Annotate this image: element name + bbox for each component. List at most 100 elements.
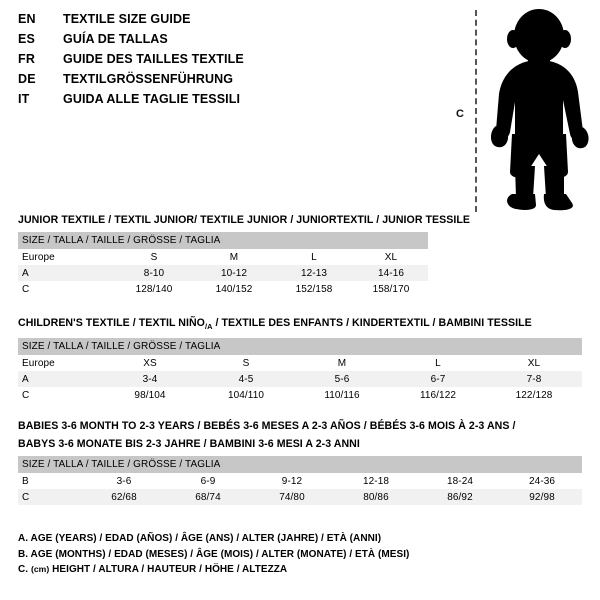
legend-line-c: C. (cm) HEIGHT / ALTURA / HAUTEUR / HÖHE…: [18, 562, 409, 578]
row-label: C: [18, 387, 102, 404]
cell: S: [198, 355, 294, 372]
cell: 14-16: [354, 265, 428, 281]
height-measurement-figure: C: [440, 4, 596, 216]
language-row: DE TEXTILGRÖSSENFÜHRUNG: [18, 72, 244, 92]
table-row: C 128/140 140/152 152/158 158/170: [18, 281, 428, 297]
size-bar-label: SIZE / TALLA / TAILLE / GRÖSSE / TAGLIA: [18, 338, 583, 356]
row-label: B: [18, 473, 82, 489]
cell: 9-12: [250, 473, 334, 489]
row-label: C: [18, 489, 82, 505]
table-row: A 3-4 4-5 5-6 6-7 7-8: [18, 371, 583, 388]
title-part-pre: CHILDREN'S TEXTILE / TEXTIL NIÑO: [18, 317, 205, 329]
legend-line-a: A. AGE (YEARS) / EDAD (AÑOS) / ÂGE (ANS)…: [18, 533, 382, 544]
size-bar-label: SIZE / TALLA / TAILLE / GRÖSSE / TAGLIA: [18, 456, 583, 473]
cell: 128/140: [114, 281, 194, 297]
section-title-babies-line1: BABIES 3-6 MONTH TO 2-3 YEARS / BEBÉS 3-…: [18, 420, 516, 432]
cell: 8-10: [114, 265, 194, 281]
language-row: IT GUIDA ALLE TAGLIE TESSILI: [18, 92, 244, 112]
title-part-post: / TEXTILE DES ENFANTS / KINDERTEXTIL / B…: [212, 317, 532, 329]
cell: 116/122: [390, 387, 486, 404]
section-title-children: CHILDREN'S TEXTILE / TEXTIL NIÑO/A / TEX…: [18, 317, 582, 333]
section-babies: BABIES 3-6 MONTH TO 2-3 YEARS / BEBÉS 3-…: [18, 420, 583, 505]
cell: 5-6: [294, 371, 390, 388]
cell: 74/80: [250, 489, 334, 505]
cell: 158/170: [354, 281, 428, 297]
row-label: Europe: [18, 355, 102, 372]
cell: 10-12: [194, 265, 274, 281]
cell: 18-24: [418, 473, 502, 489]
legend-line-b: B. AGE (MONTHS) / EDAD (MESES) / ÂGE (MO…: [18, 548, 410, 560]
row-label: A: [18, 265, 114, 281]
legend-block: A. AGE (YEARS) / EDAD (AÑOS) / ÂGE (ANS)…: [18, 531, 409, 578]
table-row: C 62/68 68/74 74/80 80/86 86/92 92/98: [18, 489, 583, 505]
table-row: A 8-10 10-12 12-13 14-16: [18, 265, 428, 281]
cell: 122/128: [486, 387, 583, 404]
cell: 3-4: [102, 371, 198, 388]
language-code: IT: [18, 92, 30, 106]
cell: 12-13: [274, 265, 354, 281]
language-code: FR: [18, 52, 36, 66]
table-babies: SIZE / TALLA / TAILLE / GRÖSSE / TAGLIA …: [18, 456, 583, 505]
section-title-junior: JUNIOR TEXTILE / TEXTIL JUNIOR/ TEXTILE …: [18, 214, 471, 226]
cell: 62/68: [82, 489, 166, 505]
row-label: Europe: [18, 249, 114, 265]
table-junior: SIZE / TALLA / TAILLE / GRÖSSE / TAGLIA …: [18, 232, 428, 297]
cell: 4-5: [198, 371, 294, 388]
cell: S: [114, 249, 194, 265]
size-bar-label: SIZE / TALLA / TAILLE / GRÖSSE / TAGLIA: [18, 232, 428, 249]
cell: 3-6: [82, 473, 166, 489]
cell: 12-18: [334, 473, 418, 489]
row-label: A: [18, 371, 102, 388]
language-title: GUIDA ALLE TAGLIE TESSILI: [63, 92, 241, 106]
cell: XL: [354, 249, 428, 265]
language-code: DE: [18, 72, 36, 86]
language-title: GUIDE DES TAILLES TEXTILE: [63, 52, 244, 66]
height-measure-label: C: [456, 108, 464, 120]
language-title: TEXTILE SIZE GUIDE: [63, 12, 191, 26]
cell: 6-7: [390, 371, 486, 388]
table-header-bar: SIZE / TALLA / TAILLE / GRÖSSE / TAGLIA: [18, 232, 428, 249]
language-code: ES: [18, 32, 36, 46]
table-row: C 98/104 104/110 110/116 116/122 122/128: [18, 387, 583, 404]
cell: M: [194, 249, 274, 265]
cell: 92/98: [502, 489, 583, 505]
language-code: EN: [18, 12, 36, 26]
title-part-sub: /A: [204, 322, 213, 332]
table-header-bar: SIZE / TALLA / TAILLE / GRÖSSE / TAGLIA: [18, 338, 583, 356]
section-junior: JUNIOR TEXTILE / TEXTIL JUNIOR/ TEXTILE …: [18, 214, 470, 297]
child-silhouette-icon: [486, 8, 592, 219]
table-row: Europe XS S M L XL: [18, 355, 583, 372]
cell: M: [294, 355, 390, 372]
cell: 68/74: [166, 489, 250, 505]
language-title-block: EN TEXTILE SIZE GUIDE ES GUÍA DE TALLAS …: [18, 12, 244, 112]
language-row: FR GUIDE DES TAILLES TEXTILE: [18, 52, 244, 72]
language-row: EN TEXTILE SIZE GUIDE: [18, 12, 244, 32]
cell: 110/116: [294, 387, 390, 404]
cell: L: [390, 355, 486, 372]
legend-c-prefix: C.: [18, 564, 31, 575]
cell: 6-9: [166, 473, 250, 489]
row-label: C: [18, 281, 114, 297]
section-children: CHILDREN'S TEXTILE / TEXTIL NIÑO/A / TEX…: [18, 317, 583, 404]
cell: 152/158: [274, 281, 354, 297]
language-title: GUÍA DE TALLAS: [63, 32, 168, 46]
cell: 140/152: [194, 281, 274, 297]
cell: 98/104: [102, 387, 198, 404]
section-title-babies-line2: BABYS 3-6 MONATE BIS 2-3 JAHRE / BAMBINI…: [18, 438, 360, 450]
table-row: B 3-6 6-9 9-12 12-18 18-24 24-36: [18, 473, 583, 489]
language-title: TEXTILGRÖSSENFÜHRUNG: [63, 72, 234, 86]
cell: 7-8: [486, 371, 583, 388]
cell: 86/92: [418, 489, 502, 505]
cell: 80/86: [334, 489, 418, 505]
legend-c-rest: HEIGHT / ALTURA / HAUTEUR / HÖHE / ALTEZ…: [49, 564, 288, 575]
dashed-height-line-icon: [475, 10, 477, 212]
legend-c-unit: (cm): [30, 564, 50, 574]
cell: L: [274, 249, 354, 265]
cell: 24-36: [502, 473, 583, 489]
language-row: ES GUÍA DE TALLAS: [18, 32, 244, 52]
table-children: SIZE / TALLA / TAILLE / GRÖSSE / TAGLIA …: [18, 338, 583, 404]
table-header-bar: SIZE / TALLA / TAILLE / GRÖSSE / TAGLIA: [18, 456, 583, 473]
cell: XL: [486, 355, 583, 372]
cell: 104/110: [198, 387, 294, 404]
